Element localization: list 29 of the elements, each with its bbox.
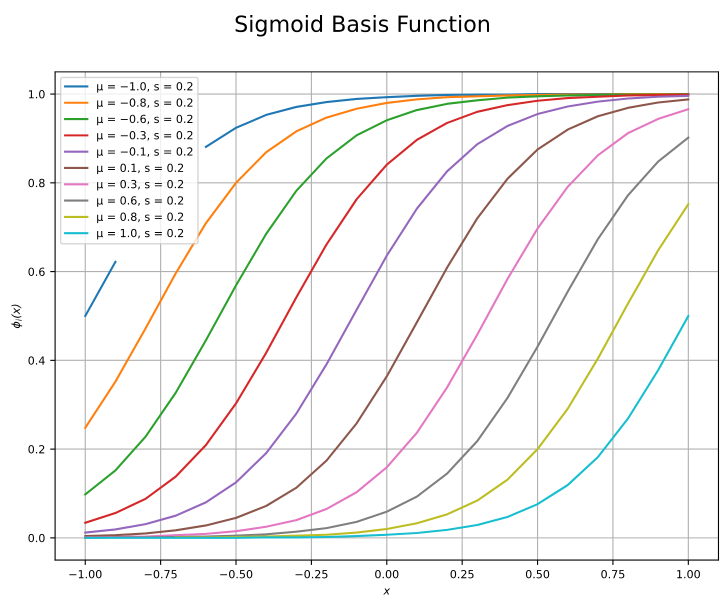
line-series (84, 314, 690, 539)
x-tick-label: −0.25 (296, 570, 328, 578)
y-tick-label: 0.6 (28, 268, 45, 276)
legend-label: μ = 0.6, s = 0.2 (97, 196, 184, 207)
x-tick-label: 0.75 (601, 570, 624, 578)
x-tick-label: 0.25 (450, 570, 474, 578)
y-tick-label: 0.2 (28, 445, 44, 454)
legend-label: μ = −0.8, s = 0.2 (97, 98, 192, 109)
legend-label: μ = −0.1, s = 0.2 (97, 147, 192, 158)
x-tick-label: −1.00 (69, 570, 102, 578)
legend-label: μ = −0.3, s = 0.2 (97, 131, 192, 142)
x-tick-label: −0.75 (144, 570, 177, 578)
x-axis-title: x (383, 588, 390, 595)
legend-label: μ = 0.8, s = 0.2 (97, 212, 184, 224)
x-tick-label: 0.00 (375, 570, 398, 578)
legend-label: μ = 0.3, s = 0.2 (97, 180, 184, 190)
legend-label: μ = −1.0, s = 0.2 (97, 82, 192, 93)
legend-label: μ = 0.1, s = 0.2 (97, 164, 184, 174)
x-tick-label: 1.00 (677, 570, 700, 578)
x-tick-label: −0.50 (220, 570, 252, 578)
y-tick-label: 0.4 (28, 356, 45, 365)
legend-label: μ = −0.6, s = 0.2 (97, 114, 192, 126)
y-tick-label: 1.0 (28, 90, 45, 98)
y-axis-title: ϕ$_{i}$(x) (11, 304, 22, 328)
chart-title: Sigmoid Basis Function (236, 14, 489, 36)
y-tick-label: 0.8 (28, 178, 45, 188)
x-tick-label: 0.50 (526, 570, 550, 578)
y-tick-label: 0.0 (28, 534, 45, 542)
legend-label: μ = 1.0, s = 0.2 (97, 228, 184, 240)
